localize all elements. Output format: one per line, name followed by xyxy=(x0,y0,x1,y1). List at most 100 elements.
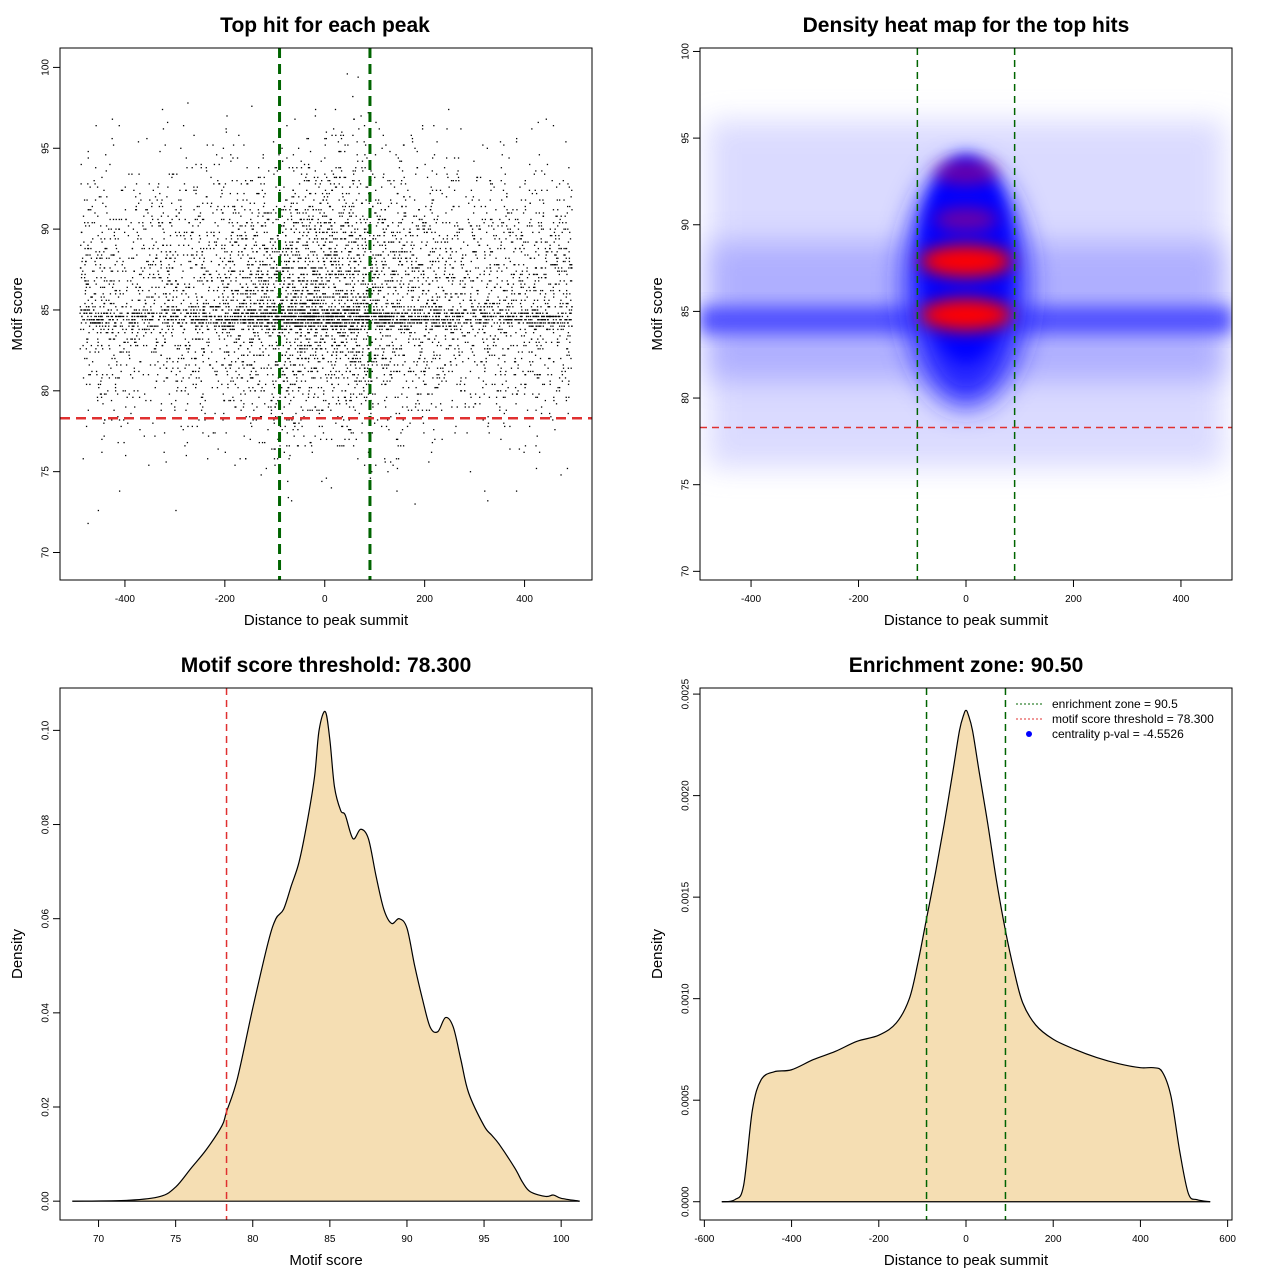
scatter-point xyxy=(172,315,175,318)
scatter-point xyxy=(324,157,326,159)
scatter-point xyxy=(406,251,408,253)
scatter-point xyxy=(497,364,499,366)
scatter-point xyxy=(477,289,479,292)
scatter-point xyxy=(367,335,369,337)
scatter-point xyxy=(396,467,399,470)
scatter-point xyxy=(246,309,249,311)
scatter-point xyxy=(97,338,99,340)
scatter-point xyxy=(293,396,295,398)
scatter-point xyxy=(299,322,302,324)
scatter-point xyxy=(271,399,273,402)
scatter-point xyxy=(283,322,285,324)
scatter-point xyxy=(259,277,261,279)
scatter-point xyxy=(473,160,475,162)
scatter-point xyxy=(262,354,265,356)
scatter-point xyxy=(521,273,523,276)
scatter-point xyxy=(114,293,117,295)
scatter-point xyxy=(320,225,322,227)
scatter-point xyxy=(335,328,338,331)
scatter-point xyxy=(280,309,282,311)
scatter-point xyxy=(301,344,303,347)
scatter-point xyxy=(502,189,505,191)
scatter-point xyxy=(159,225,162,227)
scatter-point xyxy=(359,302,361,305)
scatter-point xyxy=(465,254,467,256)
scatter-point xyxy=(119,344,121,347)
scatter-point xyxy=(332,264,334,266)
scatter-point xyxy=(98,196,101,198)
scatter-point xyxy=(198,234,201,237)
scatter-point xyxy=(100,196,102,198)
scatter-point xyxy=(452,331,455,334)
scatter-point xyxy=(339,335,341,337)
scatter-point xyxy=(295,325,298,327)
scatter-point xyxy=(452,280,454,282)
scatter-point xyxy=(296,302,298,305)
scatter-point xyxy=(539,319,541,321)
scatter-point xyxy=(196,296,198,298)
scatter-point xyxy=(327,309,329,311)
scatter-point xyxy=(403,354,406,356)
scatter-point xyxy=(109,348,111,350)
scatter-point xyxy=(87,283,89,285)
scatter-point xyxy=(211,306,213,308)
scatter-point xyxy=(252,264,254,266)
scatter-point xyxy=(463,322,465,324)
scatter-point xyxy=(320,438,322,441)
scatter-point xyxy=(97,399,99,402)
scatter-point xyxy=(304,367,306,369)
scatter-point xyxy=(263,264,265,266)
scatter-point xyxy=(568,257,571,259)
scatter-point xyxy=(489,218,492,221)
scatter-point xyxy=(247,296,249,298)
scatter-point xyxy=(460,247,462,250)
scatter-point xyxy=(330,487,333,489)
scatter-point xyxy=(207,322,210,324)
scatter-point xyxy=(111,331,113,334)
scatter-point xyxy=(419,312,421,314)
scatter-point xyxy=(432,299,434,301)
scatter-point xyxy=(312,260,314,263)
scatter-point xyxy=(360,380,362,382)
scatter-point xyxy=(367,309,369,311)
scatter-point xyxy=(444,322,447,324)
scatter-point xyxy=(343,309,346,311)
scatter-point xyxy=(287,309,289,311)
scatter-point xyxy=(162,322,164,324)
scatter-point xyxy=(532,302,535,305)
scatter-point xyxy=(346,367,349,369)
scatter-point xyxy=(505,335,508,337)
scatter-point xyxy=(231,293,234,295)
scatter-point xyxy=(334,186,337,188)
scatter-point xyxy=(547,251,549,253)
scatter-point xyxy=(141,289,144,292)
scatter-point xyxy=(100,312,103,314)
scatter-point xyxy=(326,315,328,318)
scatter-point xyxy=(418,267,420,269)
scatter-point xyxy=(168,325,170,327)
scatter-point xyxy=(359,183,362,185)
scatter-point xyxy=(313,325,316,327)
scatter-point xyxy=(341,335,344,337)
scatter-point xyxy=(226,315,229,318)
scatter-point xyxy=(544,302,547,305)
scatter-point xyxy=(251,425,253,428)
scatter-point xyxy=(309,319,311,321)
scatter-point xyxy=(187,425,189,428)
scatter-point xyxy=(448,280,450,282)
scatter-point xyxy=(232,270,234,272)
scatter-point xyxy=(569,264,571,266)
scatter-point xyxy=(364,251,366,253)
scatter-point xyxy=(480,322,482,324)
scatter-point xyxy=(315,280,317,282)
scatter-point xyxy=(305,399,307,402)
scatter-point xyxy=(433,354,435,356)
scatter-point xyxy=(435,293,437,295)
scatter-point xyxy=(322,238,324,240)
scatter-point xyxy=(233,328,235,331)
scatter-point xyxy=(241,205,243,208)
scatter-point xyxy=(434,438,436,441)
scatter-point xyxy=(281,429,283,431)
scatter-point xyxy=(537,309,539,311)
scatter-point xyxy=(109,302,112,305)
